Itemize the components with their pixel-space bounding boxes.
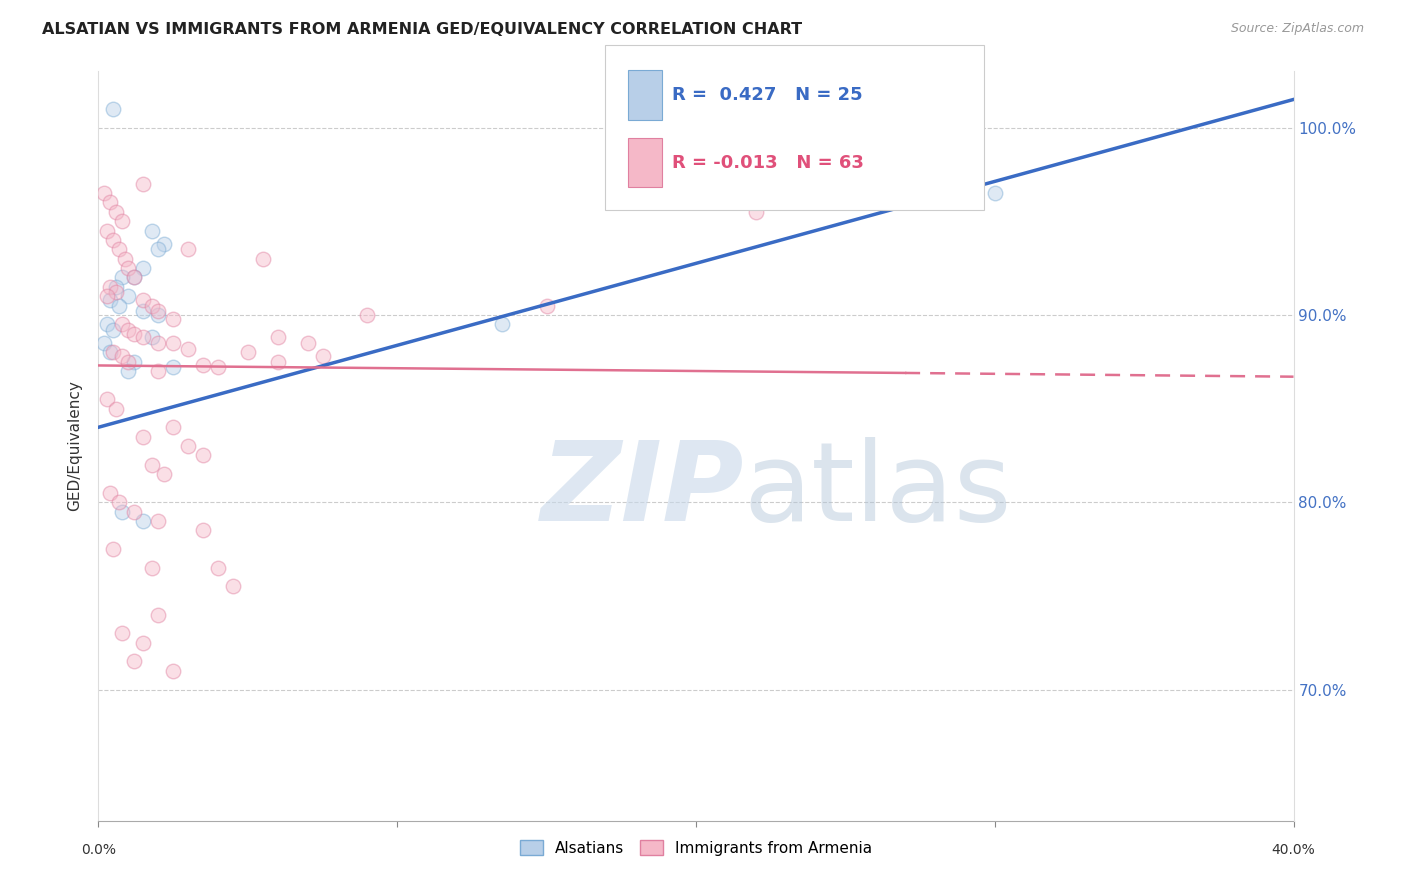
- Point: [148, 607, 170, 622]
- Point: [93, 336, 115, 351]
- Point: [207, 561, 229, 575]
- Point: [141, 299, 163, 313]
- Point: [111, 214, 134, 228]
- Point: [132, 330, 155, 344]
- Point: [491, 318, 513, 332]
- Point: [148, 336, 170, 351]
- Point: [207, 360, 229, 375]
- Point: [148, 364, 170, 378]
- Point: [132, 430, 155, 444]
- Point: [124, 326, 146, 341]
- Point: [267, 355, 290, 369]
- Point: [111, 505, 134, 519]
- Text: ZIP: ZIP: [541, 437, 744, 544]
- Point: [96, 224, 118, 238]
- Point: [162, 664, 184, 678]
- Text: Source: ZipAtlas.com: Source: ZipAtlas.com: [1230, 22, 1364, 36]
- Point: [162, 311, 184, 326]
- Point: [105, 401, 128, 416]
- Point: [124, 355, 146, 369]
- Point: [93, 186, 115, 201]
- Point: [96, 289, 118, 303]
- Text: 0.0%: 0.0%: [82, 843, 115, 857]
- Point: [132, 514, 155, 528]
- Point: [191, 524, 214, 538]
- Point: [356, 308, 378, 322]
- Point: [96, 392, 118, 407]
- Point: [141, 330, 163, 344]
- Point: [117, 355, 139, 369]
- Point: [162, 420, 184, 434]
- Point: [108, 243, 131, 257]
- Point: [108, 495, 131, 509]
- Text: 40.0%: 40.0%: [1271, 843, 1316, 857]
- Point: [98, 195, 122, 210]
- Point: [191, 449, 214, 463]
- Text: ALSATIAN VS IMMIGRANTS FROM ARMENIA GED/EQUIVALENCY CORRELATION CHART: ALSATIAN VS IMMIGRANTS FROM ARMENIA GED/…: [42, 22, 803, 37]
- Point: [117, 261, 139, 276]
- Point: [103, 542, 125, 557]
- Point: [153, 236, 176, 251]
- Point: [267, 330, 290, 344]
- Point: [111, 318, 134, 332]
- Point: [124, 505, 146, 519]
- Point: [177, 342, 200, 356]
- Point: [191, 359, 214, 373]
- Point: [311, 349, 333, 363]
- Point: [222, 580, 245, 594]
- Point: [132, 293, 155, 307]
- Point: [114, 252, 136, 266]
- Point: [124, 270, 146, 285]
- Point: [117, 323, 139, 337]
- Point: [148, 243, 170, 257]
- Point: [141, 458, 163, 472]
- Point: [236, 345, 259, 359]
- Point: [162, 336, 184, 351]
- Point: [98, 293, 122, 307]
- Point: [96, 318, 118, 332]
- Point: [117, 289, 139, 303]
- Point: [252, 252, 274, 266]
- Point: [132, 177, 155, 191]
- Point: [105, 205, 128, 219]
- Point: [103, 233, 125, 247]
- Point: [124, 655, 146, 669]
- Point: [162, 360, 184, 375]
- Point: [297, 336, 319, 351]
- Point: [98, 486, 122, 500]
- Point: [132, 261, 155, 276]
- Point: [141, 561, 163, 575]
- Point: [98, 280, 122, 294]
- Point: [111, 349, 134, 363]
- Point: [148, 514, 170, 528]
- Y-axis label: GED/Equivalency: GED/Equivalency: [67, 381, 83, 511]
- Point: [536, 299, 558, 313]
- Point: [984, 186, 1007, 201]
- Point: [745, 205, 768, 219]
- Point: [103, 345, 125, 359]
- Text: R =  0.427   N = 25: R = 0.427 N = 25: [672, 87, 863, 104]
- Point: [98, 345, 122, 359]
- Legend: Alsatians, Immigrants from Armenia: Alsatians, Immigrants from Armenia: [515, 833, 877, 862]
- Point: [177, 439, 200, 453]
- Point: [124, 270, 146, 285]
- Point: [132, 304, 155, 318]
- Point: [148, 304, 170, 318]
- Point: [153, 467, 176, 482]
- Text: R = -0.013   N = 63: R = -0.013 N = 63: [672, 154, 863, 172]
- Point: [105, 285, 128, 300]
- Point: [117, 364, 139, 378]
- Point: [111, 626, 134, 640]
- Point: [111, 270, 134, 285]
- Point: [105, 280, 128, 294]
- Point: [103, 102, 125, 116]
- Point: [132, 636, 155, 650]
- Point: [103, 323, 125, 337]
- Point: [148, 308, 170, 322]
- Text: atlas: atlas: [744, 437, 1012, 544]
- Point: [108, 299, 131, 313]
- Point: [141, 224, 163, 238]
- Point: [177, 243, 200, 257]
